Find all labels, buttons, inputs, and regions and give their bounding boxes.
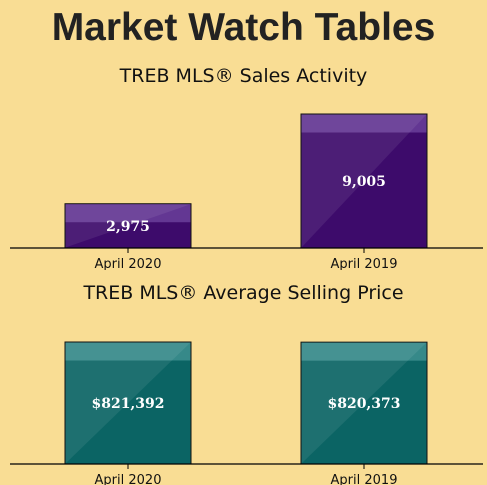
- data-label: $820,373: [327, 396, 400, 412]
- x-tick-label: April 2019: [331, 473, 398, 485]
- x-tick-label: April 2020: [95, 473, 162, 485]
- bar-highlight: [65, 342, 191, 361]
- bar-april-2019: [300, 113, 428, 249]
- average-price-chart-title: TREB MLS® Average Selling Price: [83, 282, 404, 304]
- data-label: 2,975: [106, 219, 150, 235]
- sales-activity-chart-title: TREB MLS® Sales Activity: [119, 65, 368, 87]
- bar-gloss: [301, 114, 427, 248]
- sales-activity-chart: 2,975 April 2020 9,005 April 2019: [10, 113, 483, 270]
- data-label: $821,392: [91, 396, 164, 412]
- bar-highlight: [301, 342, 427, 361]
- bar-april-2019: [300, 341, 428, 465]
- x-tick-label: April 2020: [95, 257, 162, 270]
- bar-april-2020: [64, 341, 192, 465]
- average-price-chart: $821,392 April 2020 $820,373 April 2019: [10, 341, 483, 485]
- x-tick-label: April 2019: [331, 257, 398, 270]
- bar-highlight: [301, 114, 427, 133]
- page-title: Market Watch Tables: [51, 6, 436, 49]
- bar-gloss: [65, 342, 191, 464]
- bar-highlight: [65, 204, 191, 223]
- data-label: 9,005: [342, 174, 386, 190]
